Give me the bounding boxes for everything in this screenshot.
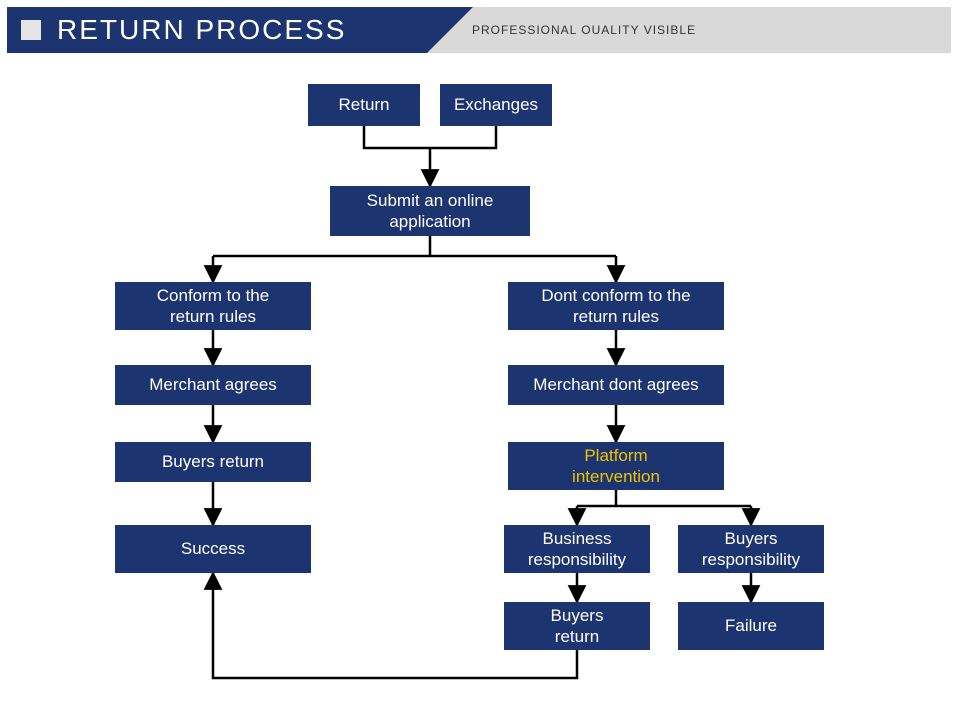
flow-node-magree: Merchant agrees bbox=[115, 365, 311, 405]
page-title: RETURN PROCESS bbox=[57, 14, 346, 46]
flow-node-exchanges: Exchanges bbox=[440, 84, 552, 126]
flow-node-mnoagree: Merchant dont agrees bbox=[508, 365, 724, 405]
flow-node-conform: Conform to thereturn rules bbox=[115, 282, 311, 330]
flow-node-success: Success bbox=[115, 525, 311, 573]
header-subtitle: PROFESSIONAL OUALITY VISIBLE bbox=[472, 7, 696, 53]
header-square-icon bbox=[21, 20, 41, 40]
flow-node-buyret2: Buyersreturn bbox=[504, 602, 650, 650]
flow-node-failure: Failure bbox=[678, 602, 824, 650]
flow-node-buyret1: Buyers return bbox=[115, 442, 311, 482]
header-wedge-icon bbox=[427, 7, 473, 53]
flow-node-platform: Platformintervention bbox=[508, 442, 724, 490]
flow-node-submit: Submit an onlineapplication bbox=[330, 186, 530, 236]
flow-node-return: Return bbox=[308, 84, 420, 126]
flow-node-noconform: Dont conform to thereturn rules bbox=[508, 282, 724, 330]
flow-node-bizresp: Businessresponsibility bbox=[504, 525, 650, 573]
diagram-stage: RETURN PROCESS PROFESSIONAL OUALITY VISI… bbox=[0, 0, 960, 720]
flow-node-buyresp: Buyersresponsibility bbox=[678, 525, 824, 573]
header-blue-panel: RETURN PROCESS bbox=[7, 7, 427, 53]
